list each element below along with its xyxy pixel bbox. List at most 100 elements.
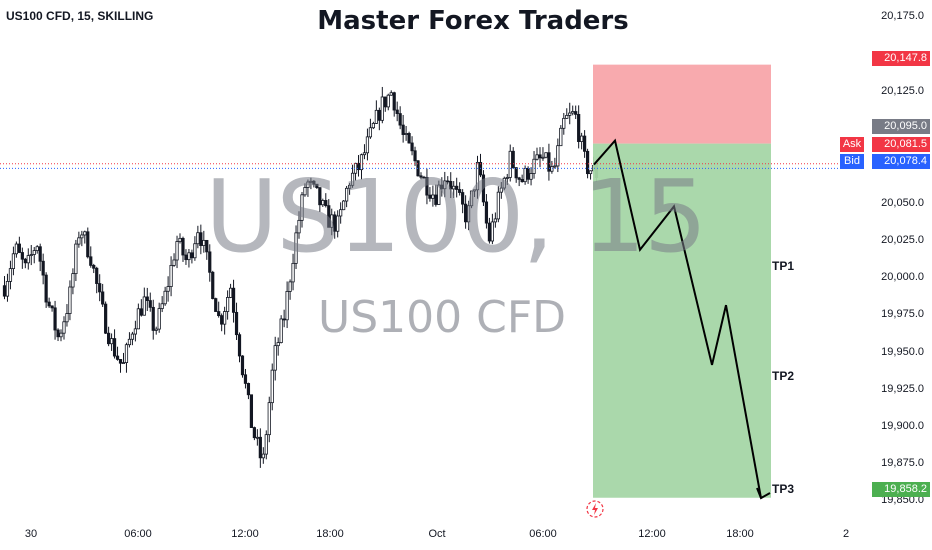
candle-body [318, 187, 322, 206]
candle-body [350, 172, 355, 186]
tp1-label: TP1 [772, 259, 795, 273]
candle-body [368, 127, 373, 138]
watermark-secondary: US100 CFD [318, 292, 567, 343]
candle-body [237, 334, 242, 357]
candle-body [17, 243, 21, 253]
candle-body [532, 158, 536, 174]
candle-body [190, 252, 194, 259]
candle-body [2, 285, 7, 297]
candle-body [62, 321, 66, 334]
candle-body [475, 162, 480, 191]
candle-body [89, 256, 93, 266]
candle-body [264, 434, 268, 455]
candle-body [422, 176, 426, 179]
candle-body [112, 338, 117, 357]
tp2-label: TP2 [772, 369, 795, 383]
bid-tag: 20,078.4 [872, 154, 930, 169]
time-tick: 18:00 [316, 528, 344, 540]
candle-body [240, 355, 245, 376]
candle-body [50, 305, 54, 309]
projection-line [593, 138, 762, 499]
candle-body [315, 183, 319, 188]
candle-body [300, 194, 304, 221]
candle-body [220, 315, 224, 325]
candle-body [14, 243, 18, 255]
price-tick: 19,900.0 [881, 420, 924, 432]
price-tick: 20,025.0 [881, 234, 924, 246]
price-tick: 19,850.0 [881, 494, 924, 506]
candle-body [407, 133, 411, 144]
time-tick: 12:00 [638, 528, 666, 540]
ask-bid-lines [0, 163, 840, 169]
candle-body [419, 175, 423, 178]
candle-body [196, 232, 200, 245]
candle-body [65, 313, 69, 323]
candle-body [565, 114, 569, 119]
candle-body [270, 369, 274, 404]
candle-body [104, 303, 108, 334]
time-tick: 12:00 [231, 528, 259, 540]
candle-body [175, 241, 179, 261]
price-tick: 20,000.0 [881, 271, 924, 283]
candle-body [47, 301, 51, 307]
candle-body [553, 165, 557, 168]
candle-body [11, 253, 16, 269]
ask-label: Ask [840, 137, 864, 152]
candle-body [410, 142, 414, 152]
candle-body [214, 298, 218, 312]
candle-body [377, 109, 381, 121]
candle-body [136, 308, 140, 330]
price-tick: 20,125.0 [881, 85, 924, 97]
candle-body [461, 192, 465, 205]
candle-body [347, 184, 352, 189]
candle-body [401, 124, 405, 135]
candle-body [466, 205, 471, 223]
candle-body [41, 260, 45, 276]
candle-body [312, 180, 316, 185]
candle-body [327, 205, 331, 228]
candle-body [514, 167, 518, 179]
candle-body [431, 194, 435, 199]
candle-body [469, 190, 474, 207]
candle-body [8, 268, 13, 282]
chart-title: Master Forex Traders [317, 6, 629, 36]
candle-body [547, 152, 551, 172]
candle-body [124, 344, 129, 363]
candle-body [118, 359, 123, 364]
candle-body [511, 150, 515, 169]
price-tick: 19,975.0 [881, 308, 924, 320]
candle-body [484, 201, 489, 224]
candle-body [92, 264, 96, 269]
candle-body [288, 281, 292, 292]
candle-body [282, 318, 286, 321]
candle-body [306, 181, 310, 188]
time-tick: 06:00 [529, 528, 557, 540]
stop-loss-zone [593, 64, 771, 144]
flash-icon[interactable] [586, 500, 604, 518]
candle-body [255, 436, 259, 439]
candle-body [416, 160, 420, 177]
candle-body [502, 177, 506, 189]
candle-body [145, 296, 149, 301]
candle-body [246, 383, 251, 396]
candle-body [321, 200, 325, 206]
candle-body [345, 187, 349, 202]
candle-body [398, 113, 402, 126]
candle-body [142, 296, 146, 316]
candle-body [499, 187, 503, 193]
candle-body [443, 180, 447, 190]
ask-tag: 20,081.5 [872, 137, 930, 152]
candle-body [53, 307, 57, 331]
candle-body [95, 267, 99, 284]
candle-body [211, 271, 215, 299]
candle-body [291, 262, 295, 283]
candle-body [169, 264, 173, 287]
candle-body [556, 145, 560, 167]
candle-body [380, 96, 384, 121]
candle-body [217, 311, 221, 317]
candle-body [226, 297, 230, 312]
candle-body [273, 345, 277, 371]
candle-body [5, 281, 10, 297]
candle-body [342, 200, 346, 211]
